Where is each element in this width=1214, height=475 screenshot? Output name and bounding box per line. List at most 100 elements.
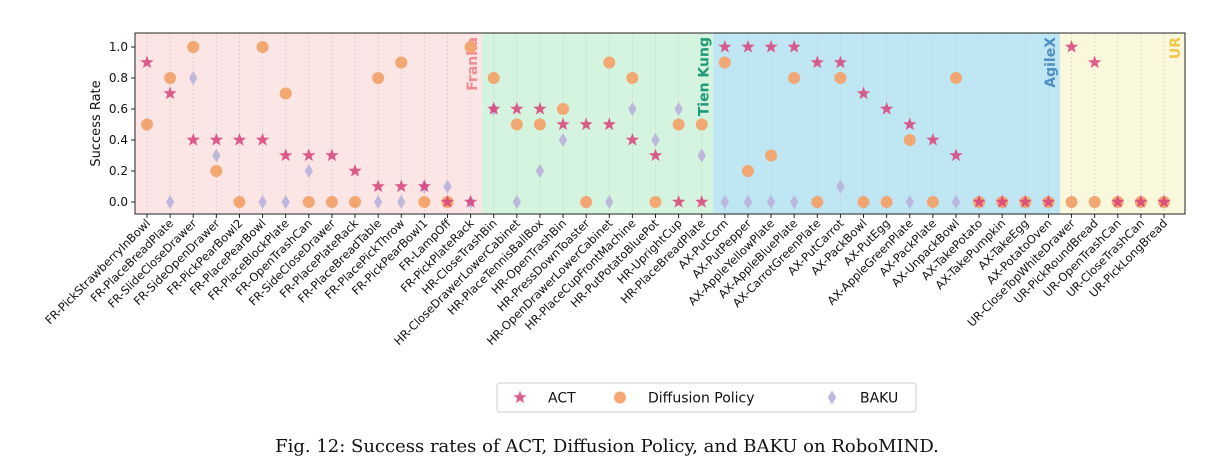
region-label-3: UR xyxy=(1168,37,1184,59)
data-point xyxy=(649,196,662,208)
data-point xyxy=(648,148,663,162)
data-point xyxy=(765,149,778,162)
region-label-2: AgileX xyxy=(1043,37,1059,88)
data-point xyxy=(487,72,500,84)
data-point xyxy=(1111,195,1125,208)
data-point xyxy=(209,133,223,146)
data-point xyxy=(810,55,824,69)
data-point xyxy=(905,195,914,209)
data-point xyxy=(926,196,939,208)
data-point xyxy=(443,179,452,194)
data-point xyxy=(949,148,963,162)
data-point xyxy=(212,148,221,163)
data-point xyxy=(695,118,708,131)
data-point xyxy=(1018,195,1032,208)
legend-box xyxy=(496,382,917,413)
data-point xyxy=(741,40,755,53)
data-point xyxy=(718,40,732,53)
data-point xyxy=(510,102,524,115)
data-point xyxy=(1088,55,1102,69)
data-point xyxy=(440,195,455,208)
legend-marker xyxy=(513,390,527,404)
data-point xyxy=(394,179,408,193)
data-point xyxy=(579,117,593,131)
data-point xyxy=(903,117,917,131)
data-point xyxy=(281,195,290,209)
data-point xyxy=(671,195,686,208)
data-point xyxy=(255,133,270,146)
data-point xyxy=(811,196,824,208)
data-point xyxy=(256,41,269,53)
legend: ACT Diffusion Policy BAKU xyxy=(496,382,917,413)
legend-marker xyxy=(827,390,837,405)
data-point xyxy=(766,195,776,209)
data-point xyxy=(397,195,406,209)
series-diffusion-policy xyxy=(141,41,1170,208)
region-label-1: Tien Kung xyxy=(696,37,712,116)
data-point xyxy=(605,195,614,209)
data-point xyxy=(533,118,546,131)
figure-caption: Fig. 12: Success rates of ACT, Diffusion… xyxy=(275,436,939,457)
data-point xyxy=(325,196,338,208)
data-point xyxy=(674,102,683,116)
data-point xyxy=(372,72,385,84)
y-tick-label: 0.0 xyxy=(109,195,128,209)
data-point xyxy=(464,41,477,53)
data-point xyxy=(258,195,267,209)
data-point xyxy=(1065,196,1078,208)
data-point xyxy=(651,133,660,147)
data-point xyxy=(279,87,292,100)
data-point xyxy=(140,55,154,69)
data-point xyxy=(395,56,408,69)
data-point xyxy=(349,196,362,208)
data-point xyxy=(535,164,545,178)
data-point xyxy=(189,71,198,85)
data-point xyxy=(533,102,547,115)
data-point xyxy=(418,196,431,208)
legend-label: ACT xyxy=(548,391,576,407)
data-point xyxy=(926,133,940,146)
data-point xyxy=(580,196,593,208)
y-tick-label: 0.4 xyxy=(109,133,128,147)
y-tick-label: 0.6 xyxy=(109,102,128,116)
data-point xyxy=(557,103,570,115)
data-point xyxy=(789,195,799,209)
data-point xyxy=(210,165,223,177)
data-point xyxy=(487,102,501,115)
data-point xyxy=(602,117,616,131)
region-bg-2 xyxy=(713,33,1060,214)
data-point xyxy=(949,72,962,84)
data-point xyxy=(880,196,893,208)
data-point xyxy=(995,195,1009,208)
legend-label: BAKU xyxy=(860,391,898,407)
data-point xyxy=(279,148,293,162)
region-bg-0 xyxy=(135,33,483,214)
data-point xyxy=(417,179,432,193)
data-point xyxy=(304,164,313,178)
data-point xyxy=(1088,196,1101,208)
legend-marker xyxy=(614,391,626,404)
data-point xyxy=(903,134,916,146)
data-point xyxy=(741,165,754,177)
data-point xyxy=(187,41,200,53)
data-point xyxy=(558,133,568,147)
data-point xyxy=(788,72,801,84)
data-point xyxy=(603,56,616,69)
data-point xyxy=(833,55,848,69)
data-point xyxy=(697,148,706,163)
data-point xyxy=(164,72,177,84)
data-point xyxy=(834,72,847,84)
data-point xyxy=(233,196,246,208)
data-point xyxy=(1041,195,1056,208)
y-tick-label: 0.8 xyxy=(109,71,128,85)
y-tick-label: 0.2 xyxy=(109,164,128,178)
data-point xyxy=(764,40,778,53)
data-point xyxy=(348,164,362,177)
data-point xyxy=(373,195,383,209)
data-point xyxy=(695,195,709,208)
data-point xyxy=(972,195,986,208)
data-point xyxy=(857,196,870,208)
data-point xyxy=(371,179,385,193)
